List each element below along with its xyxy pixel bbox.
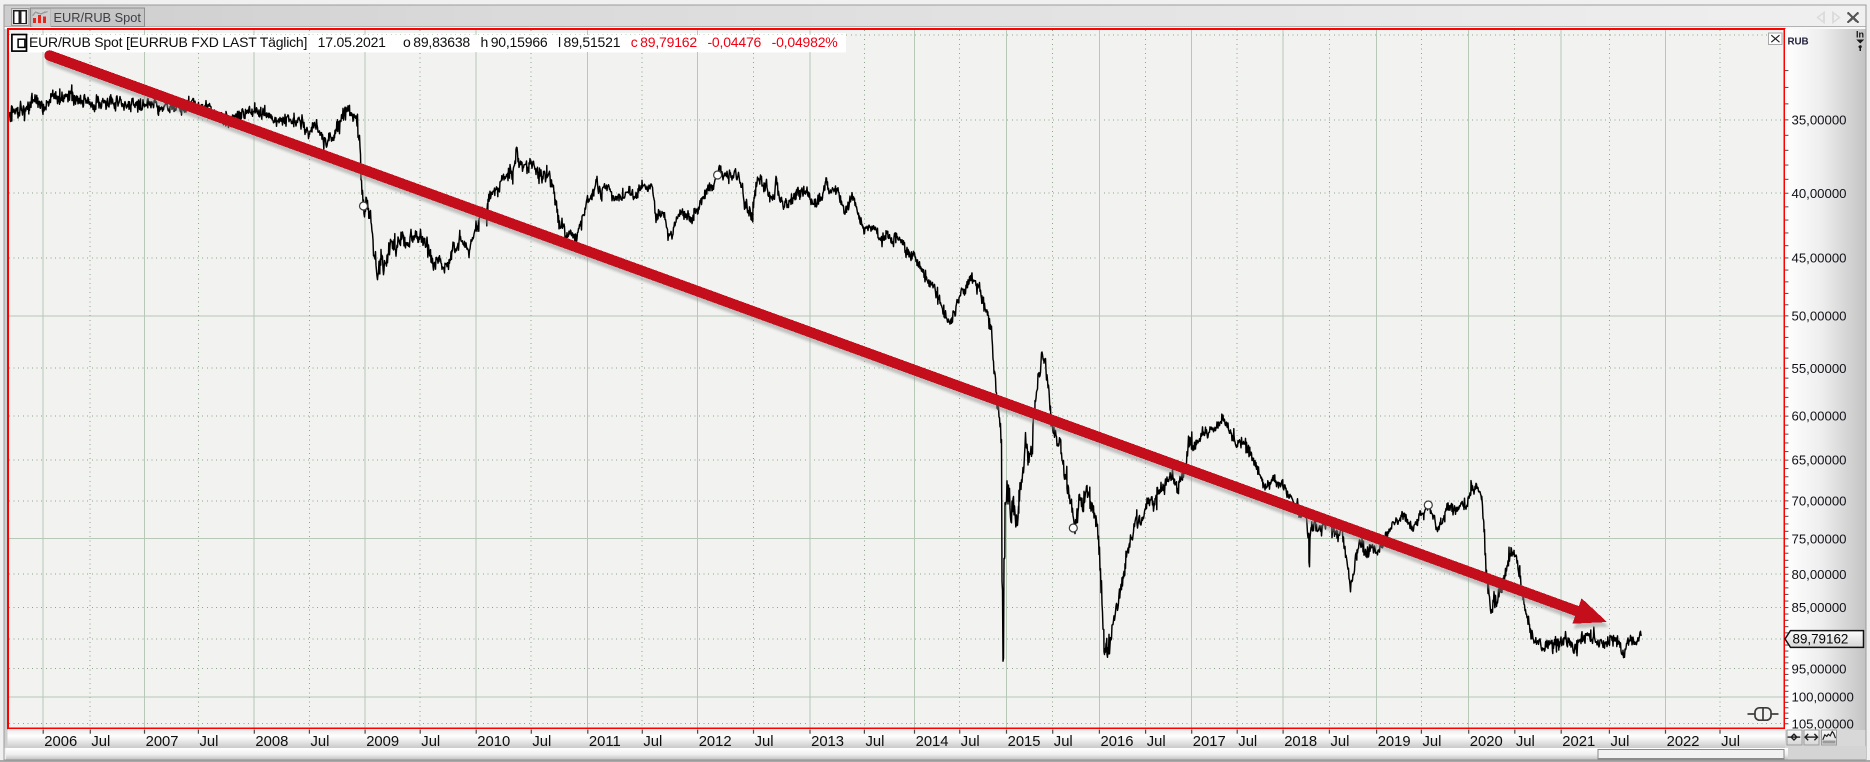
svg-text:105,00000: 105,00000	[1792, 716, 1854, 731]
svg-text:70,00000: 70,00000	[1792, 493, 1847, 508]
svg-text:35,00000: 35,00000	[1792, 112, 1847, 127]
svg-text:2017: 2017	[1193, 734, 1226, 750]
svg-text:Jul: Jul	[311, 734, 330, 750]
svg-text:Jul: Jul	[1516, 734, 1535, 750]
svg-text:Jul: Jul	[643, 734, 662, 750]
svg-text:65,00000: 65,00000	[1792, 453, 1847, 468]
svg-text:Jul: Jul	[1423, 734, 1442, 750]
svg-text:EUR/RUB Spot [EURRUB FXD LAST: EUR/RUB Spot [EURRUB FXD LAST Täglich] 1…	[29, 34, 838, 50]
svg-text:2011: 2011	[589, 734, 621, 750]
svg-text:89,79162: 89,79162	[1793, 632, 1849, 647]
svg-text:40,00000: 40,00000	[1792, 186, 1847, 201]
svg-text:2009: 2009	[366, 734, 399, 750]
svg-text:2007: 2007	[146, 734, 179, 750]
svg-text:2006: 2006	[44, 734, 77, 750]
svg-text:Jul: Jul	[1331, 734, 1350, 750]
svg-text:EUR/RUB Spot: EUR/RUB Spot	[54, 10, 142, 25]
svg-text:50,00000: 50,00000	[1792, 308, 1847, 323]
svg-text:2010: 2010	[477, 734, 510, 750]
svg-text:2019: 2019	[1378, 734, 1411, 750]
svg-text:2022: 2022	[1667, 734, 1700, 750]
svg-text:2021: 2021	[1562, 734, 1595, 750]
svg-text:2016: 2016	[1101, 734, 1134, 750]
svg-text:Jul: Jul	[866, 734, 885, 750]
svg-text:Jul: Jul	[532, 734, 551, 750]
svg-text:85,00000: 85,00000	[1792, 600, 1847, 615]
svg-text:Jul: Jul	[961, 734, 980, 750]
svg-text:Jul: Jul	[200, 734, 219, 750]
svg-text:2013: 2013	[811, 734, 844, 750]
svg-text:Jul: Jul	[1238, 734, 1257, 750]
svg-text:2012: 2012	[699, 734, 732, 750]
svg-text:2020: 2020	[1470, 734, 1503, 750]
svg-text:In: In	[1856, 30, 1864, 40]
svg-text:Jul: Jul	[91, 734, 110, 750]
svg-text:2015: 2015	[1008, 734, 1041, 750]
svg-text:45,00000: 45,00000	[1792, 251, 1847, 266]
svg-text:80,00000: 80,00000	[1792, 567, 1847, 582]
svg-text:75,00000: 75,00000	[1792, 531, 1847, 546]
svg-text:Jul: Jul	[421, 734, 440, 750]
svg-text:Jul: Jul	[1721, 734, 1740, 750]
svg-text:55,00000: 55,00000	[1792, 361, 1847, 376]
svg-text:Jul: Jul	[1054, 734, 1073, 750]
svg-text:RUB: RUB	[1788, 36, 1809, 47]
svg-text:60,00000: 60,00000	[1792, 409, 1847, 424]
svg-text:95,00000: 95,00000	[1792, 661, 1847, 676]
svg-text:Jul: Jul	[755, 734, 774, 750]
svg-text:Jul: Jul	[1147, 734, 1166, 750]
svg-text:Jul: Jul	[1611, 734, 1630, 750]
svg-text:2014: 2014	[916, 734, 949, 750]
svg-text:100,00000: 100,00000	[1792, 690, 1854, 705]
svg-text:2008: 2008	[255, 734, 288, 750]
svg-text:2018: 2018	[1284, 734, 1317, 750]
